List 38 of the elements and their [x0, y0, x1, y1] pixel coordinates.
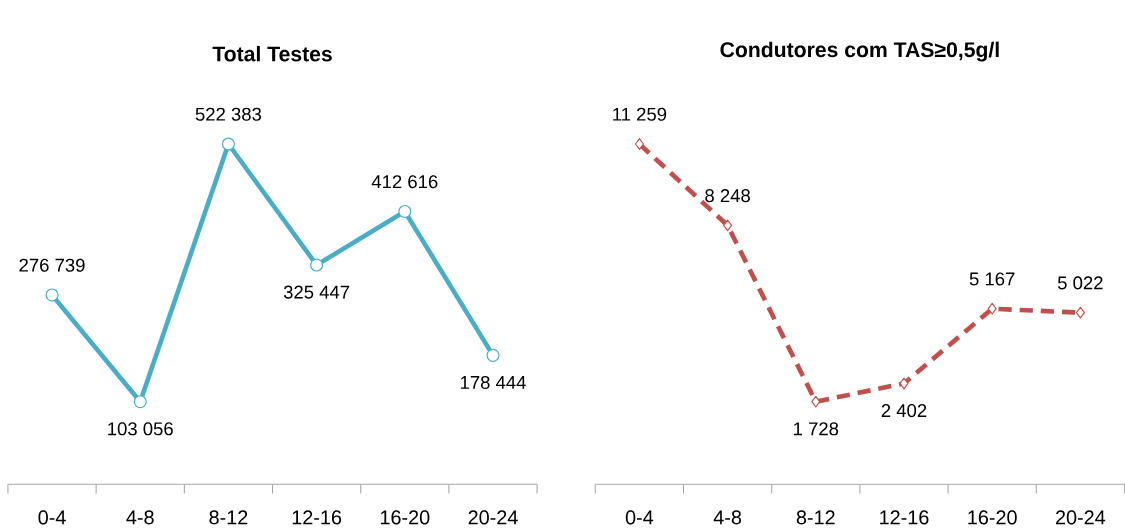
data-label: 276 739 [19, 258, 85, 272]
x-tick-label: 16-20 [380, 510, 430, 525]
point [987, 302, 997, 315]
x-tick-label: 8-12 [796, 510, 835, 525]
point [45, 288, 59, 302]
x-tick-label: 12-16 [292, 510, 342, 525]
x-tick-label: 8-12 [209, 510, 248, 525]
point [398, 204, 412, 219]
point [221, 137, 235, 151]
x-tick-label: 20-24 [1055, 510, 1106, 525]
data-label: 412 616 [371, 175, 438, 189]
point [723, 219, 733, 232]
data-label: 2 402 [881, 404, 927, 418]
data-label: 178 444 [460, 376, 526, 390]
x-tick-label: 0-4 [38, 510, 66, 525]
data-label: 1 728 [794, 422, 839, 436]
x-tick-label: 20-24 [468, 510, 518, 525]
data-label: 103 056 [108, 422, 173, 436]
data-label: 522 383 [195, 107, 262, 121]
x-tick-label: 16-20 [968, 510, 1017, 525]
data-label: 5 167 [969, 272, 1015, 286]
chart-title: Total Testes [212, 46, 332, 62]
x-tick-label: 4-8 [126, 510, 154, 525]
x-tick-label: 12-16 [880, 510, 929, 525]
data-label: 5 022 [1057, 276, 1103, 290]
data-label: 325 447 [283, 285, 350, 299]
point [811, 395, 821, 408]
point [133, 395, 147, 409]
data-label: 11 259 [613, 107, 667, 121]
point [1075, 306, 1085, 319]
point [486, 348, 500, 363]
data-label: 8 248 [705, 189, 750, 203]
x-tick-label: 0-4 [625, 510, 654, 525]
x-tick-label: 4-8 [713, 510, 742, 525]
point [310, 258, 324, 272]
chart-title: Condutores com TAS≥0,5g/l [720, 41, 999, 62]
point [634, 138, 644, 150]
point [899, 377, 909, 390]
